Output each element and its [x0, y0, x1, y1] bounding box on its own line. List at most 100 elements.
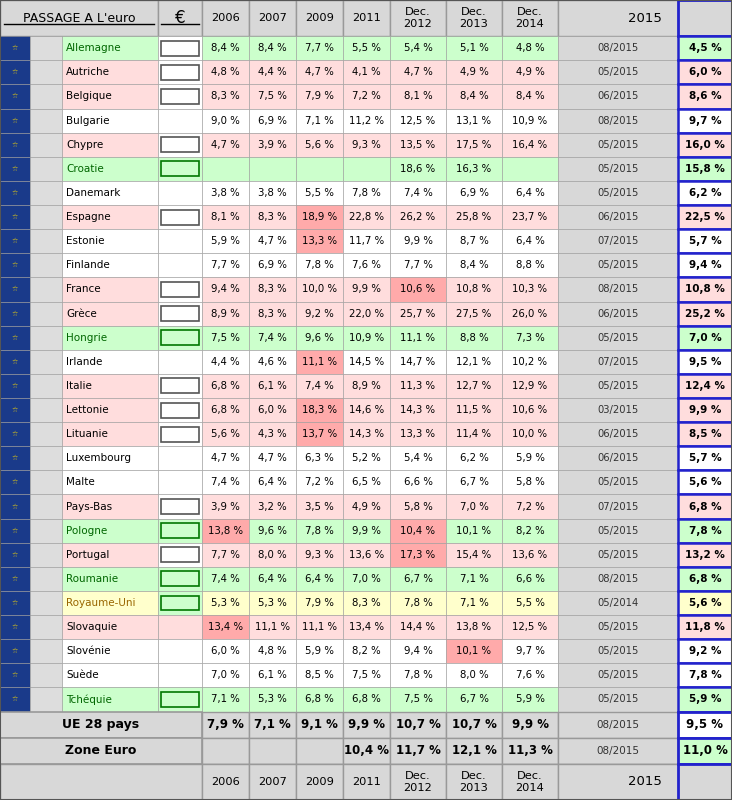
Bar — [446, 157, 502, 181]
Bar — [678, 518, 732, 542]
FancyBboxPatch shape — [161, 547, 199, 562]
Bar — [158, 254, 202, 278]
Text: Malte: Malte — [66, 478, 94, 487]
Text: 6,0 %: 6,0 % — [258, 405, 287, 415]
Bar — [446, 205, 502, 229]
Bar — [343, 229, 390, 254]
Bar — [30, 518, 62, 542]
Bar — [158, 278, 202, 302]
Text: 13,8 %: 13,8 % — [208, 526, 243, 536]
Text: 7,4 %: 7,4 % — [211, 574, 240, 584]
FancyBboxPatch shape — [161, 402, 199, 418]
Text: OUI: OUI — [171, 429, 190, 439]
Bar — [202, 494, 249, 518]
Text: 9,7 %: 9,7 % — [689, 116, 721, 126]
Text: 05/2015: 05/2015 — [597, 140, 639, 150]
Text: 17,5 %: 17,5 % — [456, 140, 492, 150]
Bar — [678, 181, 732, 205]
Bar — [390, 567, 446, 591]
Text: 9,4 %: 9,4 % — [403, 646, 433, 656]
Text: 10,4 %: 10,4 % — [344, 744, 389, 758]
FancyBboxPatch shape — [161, 378, 199, 394]
Bar — [390, 711, 446, 738]
Bar — [502, 711, 558, 738]
Bar — [249, 639, 296, 663]
Bar — [62, 518, 158, 542]
Bar — [558, 494, 678, 518]
Bar — [502, 181, 558, 205]
Bar — [390, 133, 446, 157]
Text: UE 28 pays: UE 28 pays — [62, 718, 140, 731]
Text: 6,6 %: 6,6 % — [403, 478, 433, 487]
Text: 8,4 %: 8,4 % — [460, 260, 488, 270]
Bar — [446, 254, 502, 278]
Text: 2011: 2011 — [352, 777, 381, 787]
Bar — [678, 422, 732, 446]
Text: 3,8 %: 3,8 % — [212, 188, 240, 198]
Bar — [296, 470, 343, 494]
Text: 4,6 %: 4,6 % — [258, 357, 287, 367]
Bar — [343, 542, 390, 567]
Text: 11,4 %: 11,4 % — [457, 429, 491, 439]
Bar — [343, 374, 390, 398]
Text: 8,3 %: 8,3 % — [352, 598, 381, 608]
Text: ☆: ☆ — [12, 118, 18, 124]
Bar — [249, 494, 296, 518]
Bar — [249, 36, 296, 60]
Bar — [390, 470, 446, 494]
Bar — [343, 470, 390, 494]
Text: €: € — [175, 9, 185, 27]
Bar — [30, 326, 62, 350]
Bar — [30, 36, 62, 60]
Bar — [502, 494, 558, 518]
Text: 6,4 %: 6,4 % — [305, 574, 334, 584]
Text: 7,7 %: 7,7 % — [305, 43, 334, 54]
Text: 13,4 %: 13,4 % — [208, 622, 243, 632]
Text: 10,2 %: 10,2 % — [512, 357, 548, 367]
Text: 07/2015: 07/2015 — [597, 357, 639, 367]
Bar — [158, 398, 202, 422]
Text: ☆: ☆ — [12, 503, 18, 510]
Bar — [558, 567, 678, 591]
Bar — [249, 109, 296, 133]
Text: France: France — [66, 285, 100, 294]
Bar — [249, 278, 296, 302]
Bar — [30, 229, 62, 254]
Text: 7,1 %: 7,1 % — [460, 574, 488, 584]
Bar — [249, 181, 296, 205]
Bar — [0, 663, 30, 687]
Bar — [202, 60, 249, 85]
Text: 4,1 %: 4,1 % — [352, 67, 381, 78]
Bar — [502, 764, 558, 800]
Bar — [446, 302, 502, 326]
Text: 05/2015: 05/2015 — [597, 646, 639, 656]
Bar — [0, 446, 30, 470]
Bar — [446, 711, 502, 738]
Bar — [558, 446, 678, 470]
Bar — [202, 157, 249, 181]
Text: ☆: ☆ — [12, 672, 18, 678]
Bar — [446, 60, 502, 85]
Bar — [390, 663, 446, 687]
FancyBboxPatch shape — [161, 65, 199, 80]
Bar — [343, 205, 390, 229]
Bar — [249, 0, 296, 36]
Bar — [202, 711, 249, 738]
Bar — [343, 278, 390, 302]
Bar — [0, 422, 30, 446]
Bar — [343, 254, 390, 278]
Text: Chypre: Chypre — [66, 140, 103, 150]
Text: Belgique: Belgique — [66, 91, 112, 102]
Text: ☆: ☆ — [12, 94, 18, 99]
FancyBboxPatch shape — [161, 692, 199, 707]
Text: 13,8 %: 13,8 % — [457, 622, 491, 632]
Text: 8,4 %: 8,4 % — [460, 91, 488, 102]
Bar — [0, 254, 30, 278]
Bar — [30, 567, 62, 591]
Bar — [502, 229, 558, 254]
FancyBboxPatch shape — [161, 89, 199, 104]
Text: ☆: ☆ — [12, 697, 18, 702]
Text: 06/2015: 06/2015 — [597, 429, 639, 439]
Bar — [0, 494, 30, 518]
Text: 5,6 %: 5,6 % — [305, 140, 334, 150]
